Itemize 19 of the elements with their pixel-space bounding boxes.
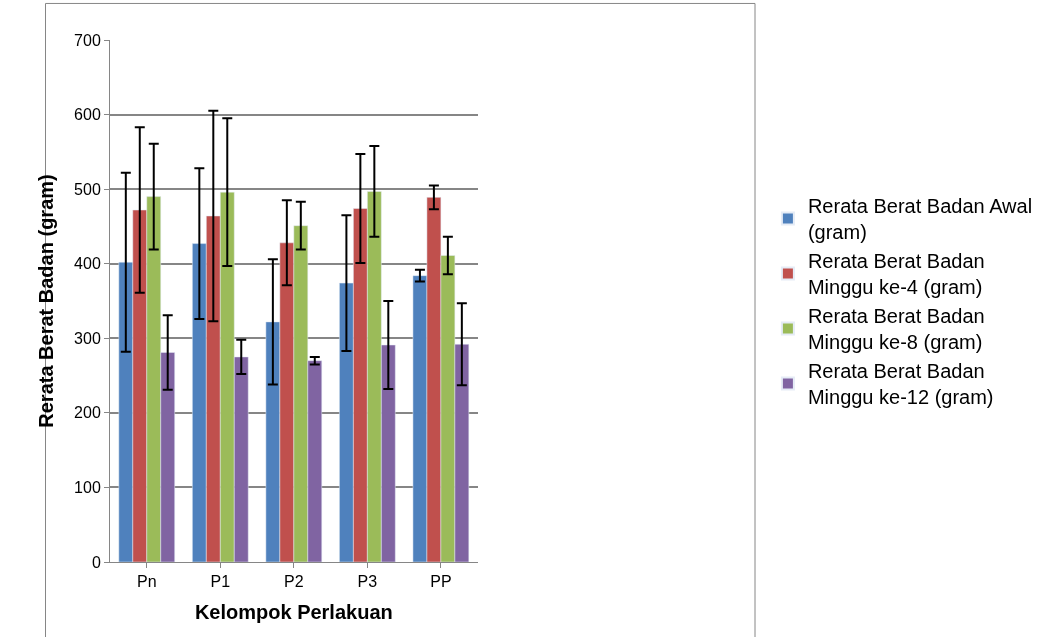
y-tick-label: 700 — [74, 31, 101, 49]
y-tick-label: 400 — [74, 255, 101, 273]
y-tick-label: 500 — [74, 180, 101, 198]
legend-label: Rerata Berat Badan Minggu ke-4 (gram) — [807, 250, 985, 299]
legend-label: Rerata Berat Badan Minggu ke-8 (gram) — [807, 305, 985, 354]
legend-label: Rerata Berat Badan Minggu ke-12 (gram) — [807, 360, 994, 409]
y-tick-label: 600 — [74, 106, 101, 124]
y-tick-label: 200 — [74, 404, 101, 422]
y-axis-title: Rerata Berat Badan (gram) — [34, 174, 57, 428]
x-axis-title: Kelompok Perlakuan — [194, 600, 393, 623]
x-tick-label: P1 — [210, 573, 231, 591]
y-tick-label: 300 — [74, 329, 101, 347]
legend-label: Rerata Berat Badan Awal (gram) — [807, 195, 1033, 244]
x-tick-label: Pn — [136, 573, 157, 591]
x-tick-label: P2 — [284, 573, 304, 591]
y-tick-label: 0 — [91, 553, 101, 571]
x-tick-label: P3 — [357, 573, 378, 591]
x-tick-label: PP — [430, 573, 452, 591]
y-tick-label: 100 — [74, 479, 101, 497]
